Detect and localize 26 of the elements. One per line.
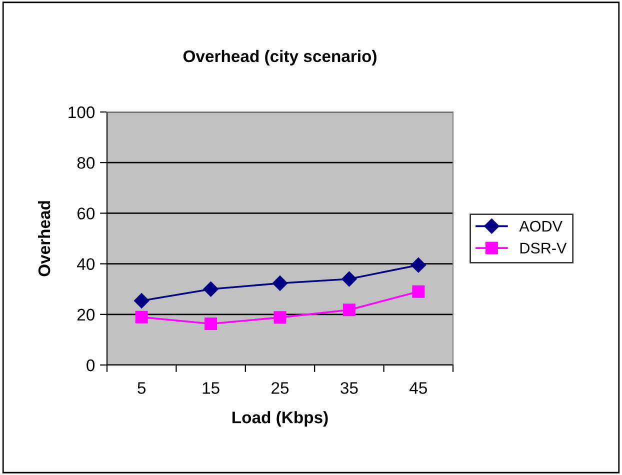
y-tick-label: 40 [77,258,95,270]
x-tick-label: 15 [202,382,220,394]
y-tick-label: 80 [77,157,95,169]
y-tick-label: 0 [86,359,95,372]
y-axis-title: Overhead [38,201,50,276]
point [135,310,148,324]
y-tick-label: 20 [77,308,95,321]
point [134,293,150,308]
point [342,304,356,316]
legend-label: AODV [519,220,562,232]
x-axis-title: Load (Kbps) [232,411,328,427]
point [342,271,357,287]
x-tick-label: 45 [410,382,427,394]
chart-title: Overhead (city scenario) [183,50,376,66]
point [204,318,218,330]
point [410,257,426,273]
x-tick-label: 35 [340,382,358,394]
point [272,276,288,291]
y-tick-label: 60 [78,208,95,220]
legend-label: DSR-V [520,242,567,254]
point [203,282,218,297]
point [274,311,286,324]
x-tick-label: 5 [138,382,146,394]
point [412,285,425,298]
x-tick-label: 25 [272,382,289,394]
y-tick-label: 100 [68,106,95,118]
